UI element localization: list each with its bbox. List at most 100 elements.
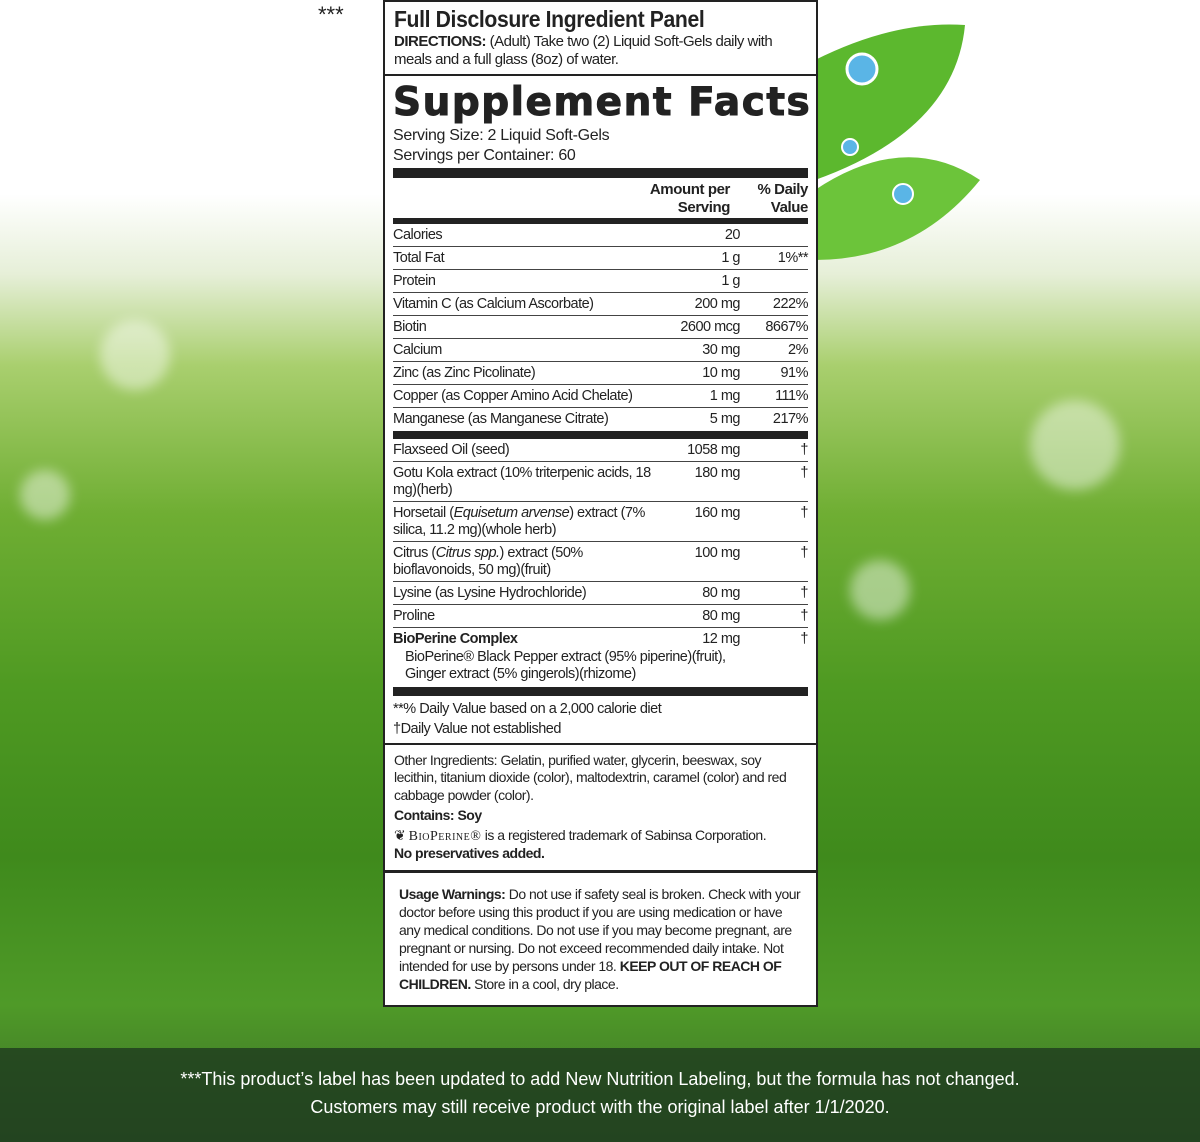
- ingredient-name: Total Fat: [393, 250, 656, 267]
- ingredient-name: Flaxseed Oil (seed): [393, 442, 656, 459]
- bioperine-logo: BioPerine®: [408, 828, 482, 844]
- ingredient-amount: 10 mg: [702, 365, 740, 381]
- ingredient-dv: †: [800, 607, 808, 624]
- ingredient-name-text: Calories: [393, 227, 443, 243]
- other-ingredient-list: Flaxseed Oil (seed) 1058 mg † Gotu Kola ext…: [393, 439, 809, 687]
- ingredient-dv: 1%**: [777, 250, 809, 266]
- ingredient-amount: 160 mg: [694, 504, 741, 521]
- warnings-bold: KEEP OUT OF REACH OF CHILDREN.: [399, 957, 782, 992]
- footnotes: **% Daily Value based on a 2,000 calorie…: [393, 696, 808, 743]
- servings-per-container: Servings per Container: 60: [393, 147, 576, 164]
- table-row: Copper (as Copper Amino Acid Chelate) 1 m…: [393, 385, 809, 408]
- ingredient-name: Citrus (Citrus spp.) extract (50% biofla…: [393, 545, 656, 579]
- trademark: ❦ BioPerine® is a registered trademark o…: [394, 827, 807, 846]
- ingredient-amount: 200 mg: [694, 296, 741, 312]
- ingredient-name-text: Lysine (as Lysine Hydrochloride): [393, 584, 587, 601]
- ingredient-amount: 12 mg: [702, 630, 740, 647]
- facts-title: Supplement Facts: [393, 80, 812, 126]
- ingredient-name: Gotu Kola extract (10% triterpenic acids…: [393, 465, 656, 499]
- ingredient-name: Zinc (as Zinc Picolinate): [393, 365, 656, 382]
- ingredient-amount: 20: [724, 227, 741, 243]
- table-row: BioPerine Complex 12 mg † BioPerine® Black …: [393, 628, 809, 687]
- table-row: Flaxseed Oil (seed) 1058 mg †: [393, 439, 809, 462]
- ingredient-name-text: Gotu Kola extract (10% triterpenic acids…: [393, 464, 651, 498]
- warnings-tail: Store in a cool, dry place.: [470, 975, 619, 992]
- warnings-label: Usage Warnings:: [399, 885, 506, 902]
- ingredient-name-text: Copper (as Copper Amino Acid Chelate): [393, 388, 633, 404]
- table-row: Horsetail (Equisetum arvense) extract (7…: [393, 502, 809, 542]
- col-dv: % Daily Value: [757, 181, 808, 216]
- directions-label: DIRECTIONS:: [394, 33, 487, 50]
- ingredient-dv: †: [800, 630, 808, 647]
- bokeh: [1030, 400, 1120, 490]
- footer-banner: ***This product’s label has been updated…: [0, 1048, 1200, 1142]
- table-row: Manganese (as Manganese Citrate) 5 mg 217%: [393, 408, 809, 431]
- ingredient-name: Calcium: [393, 342, 656, 359]
- ingredient-name: Copper (as Copper Amino Acid Chelate): [393, 388, 656, 405]
- directions-text: (Adult) Take two (2) Liquid Soft-Gels da…: [394, 33, 773, 68]
- ingredient-name-part: Citrus spp.: [435, 544, 500, 561]
- divider: [393, 686, 808, 696]
- directions: DIRECTIONS: (Adult) Take two (2) Liquid …: [394, 33, 807, 69]
- panel-header: Full Disclosure Ingredient Panel DIRECTI…: [385, 2, 816, 76]
- ingredient-name-text: Vitamin C (as Calcium Ascorbate): [393, 296, 594, 312]
- ingredient-dv: †: [800, 441, 808, 458]
- ingredient-name-text: Total Fat: [393, 250, 445, 266]
- contains: Contains: Soy: [394, 807, 482, 823]
- ingredient-dv: 217%: [772, 411, 809, 427]
- other-ingredients-text: Other Ingredients: Gelatin, purified wat…: [394, 751, 787, 803]
- bokeh: [850, 560, 910, 620]
- ingredient-name: Calories: [393, 227, 656, 244]
- table-row: Calories 20: [393, 224, 808, 247]
- ingredient-name: BioPerine Complex: [393, 631, 656, 650]
- ingredient-name-text: BioPerine Complex: [393, 630, 518, 647]
- ingredient-amount: 1058 mg: [687, 441, 740, 458]
- no-preservatives: No preservatives added.: [394, 845, 545, 861]
- ingredient-dv: 91%: [780, 365, 808, 381]
- ingredient-name: Lysine (as Lysine Hydrochloride): [393, 585, 656, 602]
- ingredient-dv: 8667%: [765, 319, 808, 335]
- ingredient-name: Vitamin C (as Calcium Ascorbate): [393, 296, 656, 313]
- table-row: Proline 80 mg †: [393, 605, 809, 628]
- ingredient-panel: Full Disclosure Ingredient Panel DIRECTI…: [383, 0, 818, 1007]
- ingredient-name: Protein: [393, 273, 656, 290]
- ingredient-name-text: Protein: [393, 273, 436, 289]
- ingredient-amount: 30 mg: [702, 342, 740, 358]
- ingredient-name-text: Calcium: [393, 342, 442, 358]
- warnings-text: Do not use if safety seal is broken. Che…: [399, 885, 801, 974]
- footer-line-2: Customers may still receive product with…: [310, 1097, 890, 1117]
- table-row: Citrus (Citrus spp.) extract (50% biofla…: [393, 542, 809, 582]
- other-ingredients: Other Ingredients: Gelatin, purified wat…: [385, 742, 816, 873]
- divider: [393, 430, 808, 439]
- ingredient-name: Biotin: [393, 319, 656, 336]
- ingredient-amount: 5 mg: [709, 411, 741, 427]
- ingredient-name-text: Biotin: [393, 319, 427, 335]
- col-amount: Amount per Serving: [649, 181, 731, 216]
- ingredient-amount: 180 mg: [694, 464, 741, 481]
- ingredient-name: Horsetail (Equisetum arvense) extract (7…: [393, 505, 656, 539]
- footer-line-1: ***This product’s label has been updated…: [180, 1069, 1020, 1089]
- ingredient-dv: 2%: [788, 342, 808, 358]
- divider: [393, 218, 808, 224]
- divider: [393, 168, 808, 178]
- ingredient-dv: [760, 273, 808, 290]
- bokeh: [100, 320, 170, 390]
- leaf-icon: ❦: [394, 826, 406, 843]
- ingredient-name-text: Proline: [393, 607, 435, 624]
- bokeh: [20, 470, 70, 520]
- ingredient-amount: 1 mg: [709, 388, 741, 404]
- table-row: Biotin 2600 mcg 8667%: [393, 316, 809, 339]
- ingredient-amount: 100 mg: [694, 544, 741, 561]
- ingredient-name: Manganese (as Manganese Citrate): [393, 411, 656, 429]
- panel-title: Full Disclosure Ingredient Panel: [394, 6, 705, 32]
- asterisks: ***: [318, 2, 344, 27]
- table-row: Zinc (as Zinc Picolinate) 10 mg 91%: [393, 362, 809, 385]
- table-row: Protein 1 g: [393, 270, 808, 293]
- trademark-text: is a registered trademark of Sabinsa Cor…: [481, 826, 767, 843]
- footnote-dv: **% Daily Value based on a 2,000 calorie…: [393, 700, 662, 717]
- ingredient-amount: 1 g: [721, 250, 740, 266]
- leaves-icon: [815, 24, 980, 260]
- table-row: Gotu Kola extract (10% triterpenic acids…: [393, 462, 809, 502]
- table-row: Total Fat 1 g 1%**: [393, 247, 809, 270]
- ingredient-name-part: ) extract (7% silica, 11.2 mg)(whole her…: [393, 504, 645, 538]
